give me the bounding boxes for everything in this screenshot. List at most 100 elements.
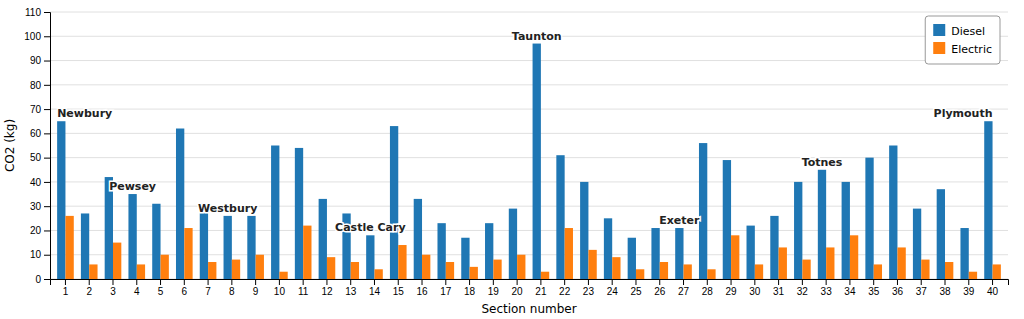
grid-line bbox=[50, 206, 1008, 207]
x-tick-mark bbox=[422, 279, 423, 285]
grid-line bbox=[50, 230, 1008, 231]
x-tick-mark bbox=[754, 279, 755, 285]
bar-series bbox=[57, 44, 992, 279]
x-tick-mark bbox=[469, 279, 470, 285]
bar bbox=[295, 148, 303, 279]
bar bbox=[684, 264, 692, 279]
x-tick-mark bbox=[160, 279, 161, 285]
y-tick-label: 0 bbox=[35, 274, 41, 285]
x-tick-label: 8 bbox=[229, 286, 235, 297]
x-tick: 4 bbox=[134, 279, 140, 297]
grid-line bbox=[50, 109, 1008, 110]
bar bbox=[437, 223, 445, 279]
x-tick-mark bbox=[89, 279, 90, 285]
bar-series bbox=[65, 216, 1000, 279]
x-tick-label: 21 bbox=[535, 286, 547, 297]
x-tick-mark bbox=[588, 279, 589, 285]
bar bbox=[969, 272, 977, 279]
bar bbox=[921, 260, 929, 279]
x-tick-label: 20 bbox=[512, 286, 524, 297]
y-tick: 100 bbox=[24, 31, 50, 42]
legend-swatch bbox=[933, 42, 945, 54]
x-tick-label: 16 bbox=[416, 286, 428, 297]
legend-label: Diesel bbox=[951, 25, 985, 38]
y-tick-mark bbox=[44, 133, 50, 134]
grid-line bbox=[50, 181, 1008, 182]
bar bbox=[628, 238, 636, 279]
grid-line bbox=[50, 157, 1008, 158]
y-tick-mark bbox=[44, 85, 50, 86]
x-tick-label: 6 bbox=[182, 286, 188, 297]
bar bbox=[636, 269, 644, 279]
x-tick: 36 bbox=[892, 279, 904, 297]
x-tick-mark bbox=[350, 279, 351, 285]
station-label: Castle Cary bbox=[335, 221, 405, 234]
x-tick-mark bbox=[398, 279, 399, 285]
bar bbox=[184, 228, 192, 279]
x-tick-label: 18 bbox=[464, 286, 476, 297]
station-label: Taunton bbox=[512, 30, 562, 43]
y-tick: 70 bbox=[30, 104, 50, 115]
x-tick: 26 bbox=[654, 279, 666, 297]
x-tick: 23 bbox=[583, 279, 595, 297]
bar bbox=[993, 264, 1001, 279]
x-tick-label: 13 bbox=[345, 286, 357, 297]
bar bbox=[937, 189, 945, 279]
x-tick-mark bbox=[659, 279, 660, 285]
bar bbox=[137, 264, 145, 279]
x-tick: 31 bbox=[773, 279, 785, 297]
bar bbox=[224, 216, 232, 279]
x-tick-mark bbox=[968, 279, 969, 285]
x-tick: 33 bbox=[821, 279, 833, 297]
x-tick-mark bbox=[184, 279, 185, 285]
x-tick-label: 23 bbox=[583, 286, 595, 297]
x-axis: 1234567891011121314151617181920212223242… bbox=[51, 279, 1009, 297]
bar bbox=[556, 155, 564, 279]
grid-line bbox=[50, 254, 1008, 255]
legend-label: Electric bbox=[951, 43, 992, 56]
bar bbox=[913, 209, 921, 279]
bar bbox=[390, 126, 398, 279]
x-tick-label: 12 bbox=[321, 286, 333, 297]
y-tick-label: 100 bbox=[24, 31, 41, 42]
bar bbox=[327, 257, 335, 279]
x-tick-label: 17 bbox=[440, 286, 452, 297]
legend-box bbox=[925, 16, 1000, 64]
bar bbox=[152, 204, 160, 279]
y-tick-label: 60 bbox=[30, 128, 42, 139]
bar bbox=[200, 206, 208, 279]
bar bbox=[826, 247, 834, 279]
station-label: Plymouth bbox=[934, 107, 993, 120]
bar bbox=[81, 213, 89, 279]
x-tick: 2 bbox=[86, 279, 92, 297]
bar bbox=[509, 209, 517, 279]
grid-line bbox=[50, 60, 1008, 61]
x-tick-mark bbox=[802, 279, 803, 285]
x-tick: 16 bbox=[416, 279, 428, 297]
bar bbox=[675, 228, 683, 279]
bar bbox=[588, 250, 596, 279]
station-label: Westbury bbox=[198, 202, 257, 215]
bar bbox=[398, 245, 406, 279]
x-tick-mark bbox=[707, 279, 708, 285]
y-tick-mark bbox=[44, 206, 50, 207]
x-tick: 24 bbox=[607, 279, 619, 297]
x-tick-label: 27 bbox=[678, 286, 690, 297]
bar bbox=[794, 182, 802, 279]
y-tick-label: 40 bbox=[30, 177, 42, 188]
station-label: Newbury bbox=[57, 107, 112, 120]
x-tick: 19 bbox=[488, 279, 500, 297]
x-tick: 18 bbox=[464, 279, 476, 297]
station-label: Exeter bbox=[659, 214, 700, 227]
legend-item: Electric bbox=[933, 42, 992, 56]
x-tick-label: 22 bbox=[559, 286, 571, 297]
bar bbox=[802, 260, 810, 279]
x-tick-mark bbox=[303, 279, 304, 285]
bar bbox=[897, 247, 905, 279]
station-label: Totnes bbox=[802, 156, 843, 169]
bar bbox=[414, 199, 422, 279]
x-tick-label: 28 bbox=[702, 286, 714, 297]
grid-line bbox=[50, 84, 1008, 85]
x-tick-label: 40 bbox=[987, 286, 999, 297]
y-tick: 10 bbox=[30, 249, 50, 260]
